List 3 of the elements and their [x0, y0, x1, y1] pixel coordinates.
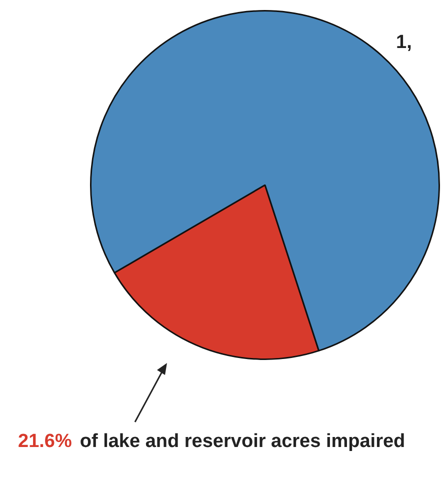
data-label: 21.6% [18, 431, 72, 452]
text: 1, [396, 32, 412, 53]
slice-label: of lake and reservoir acres impaired [80, 431, 406, 452]
